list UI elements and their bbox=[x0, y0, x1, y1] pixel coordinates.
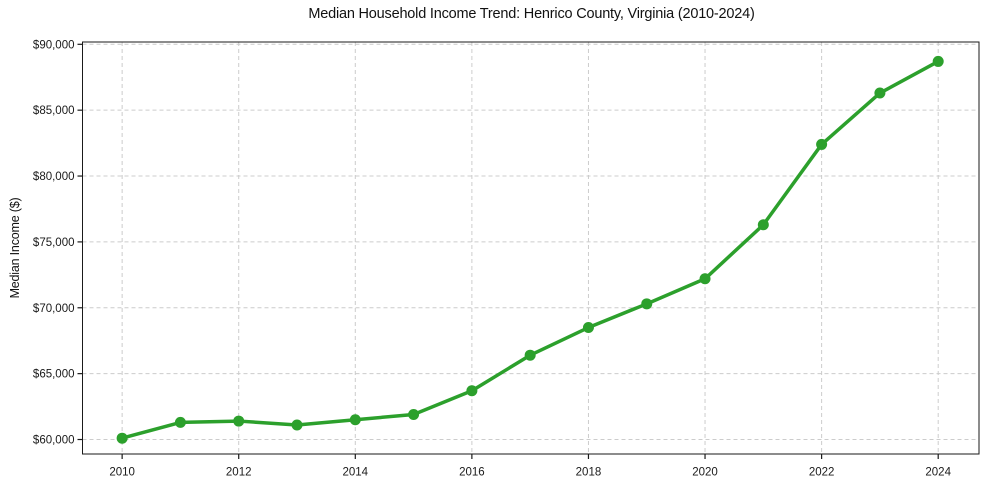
y-tick-label: $65,000 bbox=[33, 369, 75, 381]
data-point-2012 bbox=[233, 415, 245, 427]
x-tick-label: 2024 bbox=[925, 467, 951, 479]
y-tick-label: $85,000 bbox=[33, 105, 75, 117]
data-point-2018 bbox=[582, 322, 594, 334]
data-point-2015 bbox=[408, 408, 420, 420]
plot-border bbox=[82, 41, 980, 455]
x-tick-label: 2012 bbox=[226, 467, 252, 479]
y-tick-label: $60,000 bbox=[33, 435, 75, 447]
x-tick-labels: 2010 2012 2014 2016 2018 2020 2022 2024 bbox=[109, 467, 951, 479]
data-point-2023 bbox=[874, 87, 886, 99]
data-point-2020 bbox=[699, 273, 711, 285]
chart-title: Median Household Income Trend: Henrico C… bbox=[308, 6, 755, 22]
x-tick-label: 2014 bbox=[343, 467, 369, 479]
y-tick-labels: $60,000 $65,000 $70,000 $75,000 $80,000 $85,0… bbox=[33, 39, 75, 446]
x-tick-label: 2016 bbox=[459, 467, 485, 479]
data-point-2014 bbox=[349, 414, 361, 426]
y-tick-label: $70,000 bbox=[33, 303, 75, 315]
gridlines bbox=[82, 42, 979, 454]
tick-marks bbox=[77, 43, 939, 459]
data-point-2019 bbox=[641, 298, 653, 310]
data-point-2022 bbox=[816, 138, 828, 150]
data-point-2016 bbox=[466, 385, 478, 397]
y-tick-label: $80,000 bbox=[33, 171, 75, 183]
data-point-2011 bbox=[174, 416, 186, 428]
data-point-2021 bbox=[757, 219, 769, 231]
x-tick-label: 2022 bbox=[809, 467, 835, 479]
y-tick-label: $90,000 bbox=[33, 39, 75, 51]
y-tick-label: $75,000 bbox=[33, 237, 75, 249]
data-point-2010 bbox=[116, 432, 128, 444]
data-point-2013 bbox=[291, 419, 303, 431]
data-point-2017 bbox=[524, 349, 536, 361]
x-tick-label: 2018 bbox=[576, 467, 602, 479]
x-tick-label: 2010 bbox=[109, 467, 135, 479]
x-tick-label: 2020 bbox=[692, 467, 718, 479]
data-points bbox=[116, 55, 944, 444]
income-trend-line bbox=[120, 59, 940, 440]
data-point-2024 bbox=[932, 55, 944, 67]
